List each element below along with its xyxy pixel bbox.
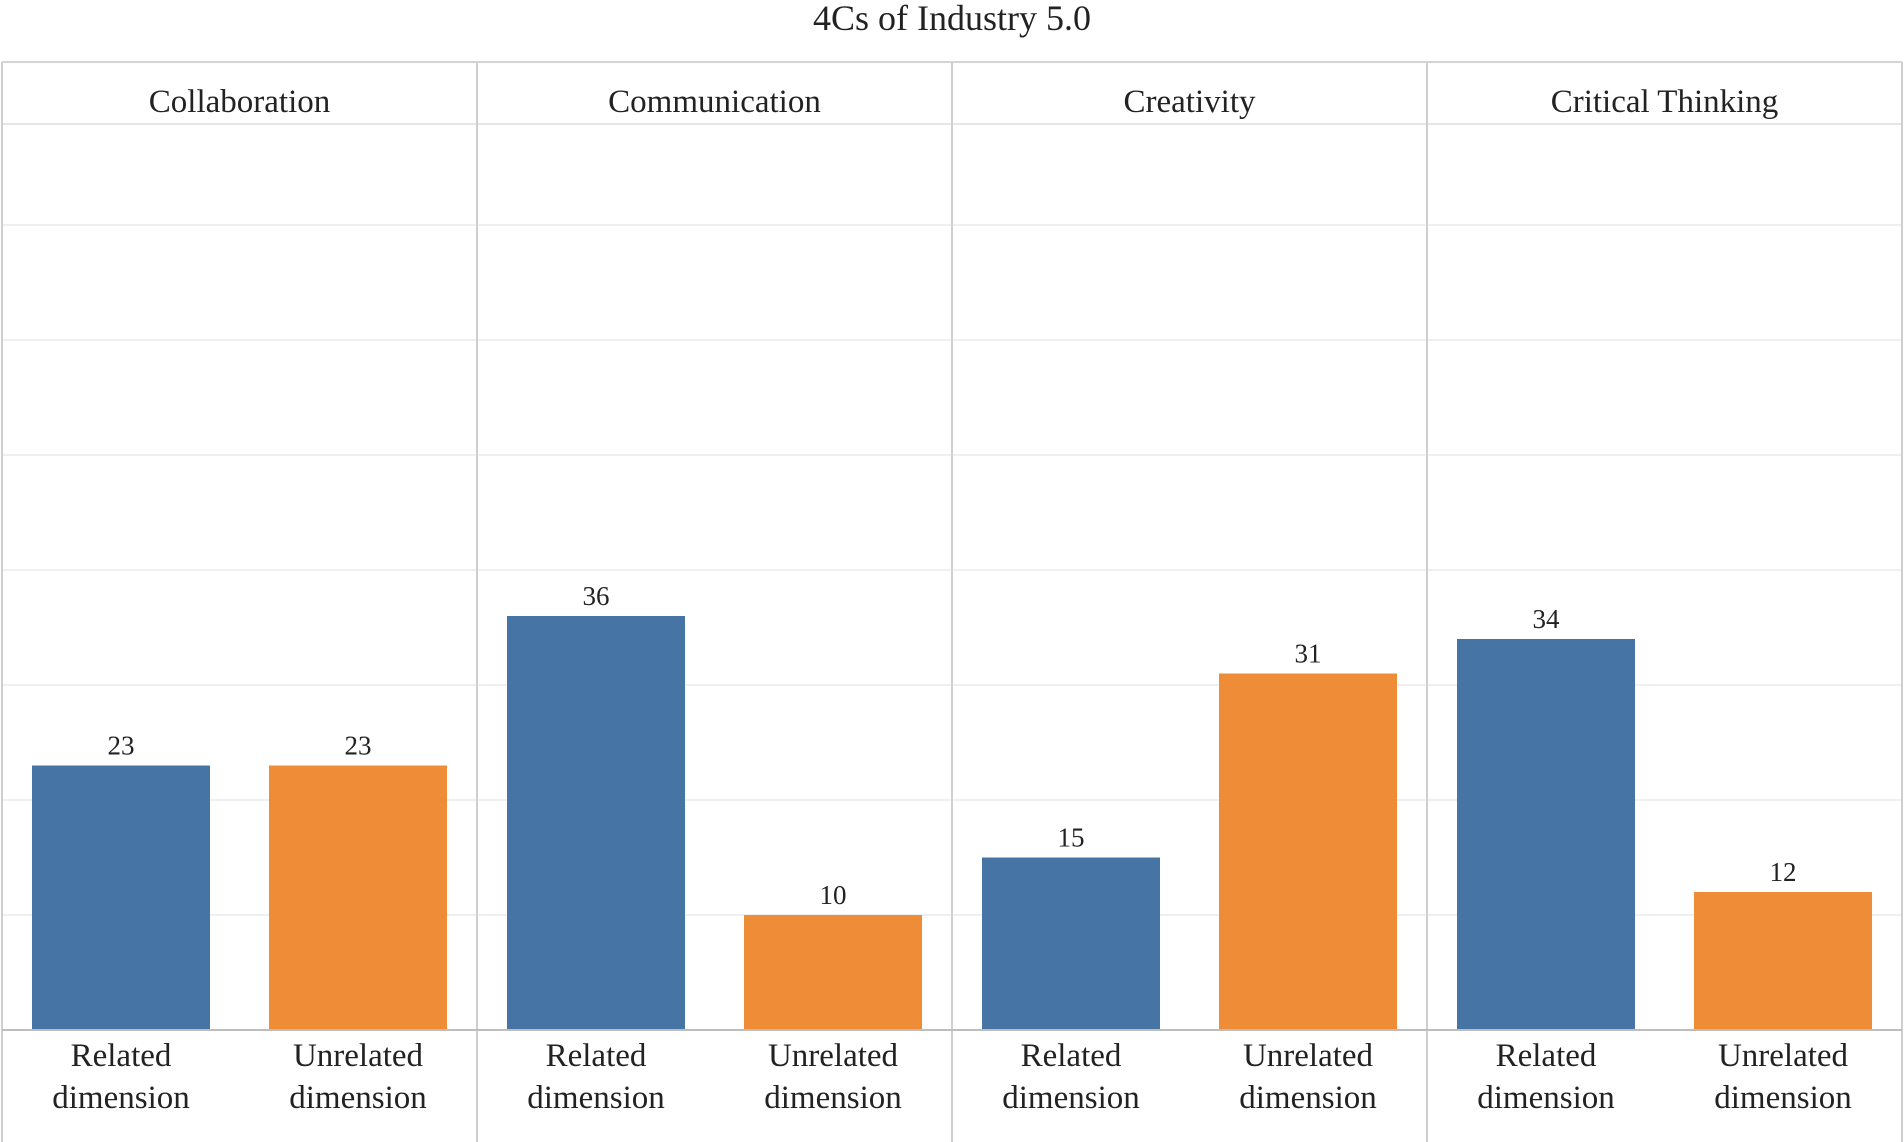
bar <box>269 765 447 1030</box>
category-label: Unrelated dimension <box>764 1038 902 1116</box>
category-label: Unrelated dimension <box>289 1038 427 1116</box>
bar <box>744 915 922 1030</box>
bar <box>1457 639 1635 1030</box>
bar <box>982 857 1160 1030</box>
data-label: 36 <box>583 581 610 611</box>
data-label: 34 <box>1533 604 1561 634</box>
category-label-line: dimension <box>289 1080 427 1116</box>
bar <box>1219 673 1397 1030</box>
category-label-line: Related <box>1021 1038 1122 1074</box>
category-label: Related dimension <box>527 1038 665 1116</box>
data-label: 12 <box>1770 857 1797 887</box>
panel-label: Collaboration <box>149 84 330 120</box>
data-label: 10 <box>820 880 847 910</box>
bar <box>32 765 210 1030</box>
category-label-line: Unrelated <box>1243 1038 1374 1074</box>
chart-title: 4Cs of Industry 5.0 <box>813 0 1091 38</box>
data-label: 23 <box>108 731 135 761</box>
panel-label: Communication <box>608 84 821 120</box>
category-label-line: Related <box>71 1038 172 1074</box>
category-label-line: dimension <box>1477 1080 1615 1116</box>
data-label: 23 <box>345 731 372 761</box>
category-label: Unrelated dimension <box>1239 1038 1377 1116</box>
category-label-line: dimension <box>764 1080 902 1116</box>
category-label-line: dimension <box>1002 1080 1140 1116</box>
plot-area: Collaboration 23 Related dimension 23 Unrelat… <box>1 61 1903 1142</box>
category-label-line: dimension <box>52 1080 190 1116</box>
category-label: Unrelated dimension <box>1714 1038 1852 1116</box>
category-label: Related dimension <box>1477 1038 1615 1116</box>
bar <box>1694 892 1872 1030</box>
panel-label: Critical Thinking <box>1551 84 1779 120</box>
panel-label: Creativity <box>1124 84 1256 120</box>
bar <box>507 616 685 1030</box>
category-label-line: dimension <box>527 1080 665 1116</box>
category-label-line: dimension <box>1714 1080 1852 1116</box>
category-label: Related dimension <box>1002 1038 1140 1116</box>
data-label: 31 <box>1295 639 1322 669</box>
category-label: Related dimension <box>52 1038 190 1116</box>
category-label-line: Unrelated <box>768 1038 899 1074</box>
data-label: 15 <box>1058 823 1085 853</box>
category-label-line: Unrelated <box>1718 1038 1849 1074</box>
category-label-line: dimension <box>1239 1080 1377 1116</box>
category-label-line: Related <box>546 1038 647 1074</box>
category-label-line: Unrelated <box>293 1038 424 1074</box>
category-label-line: Related <box>1496 1038 1597 1074</box>
